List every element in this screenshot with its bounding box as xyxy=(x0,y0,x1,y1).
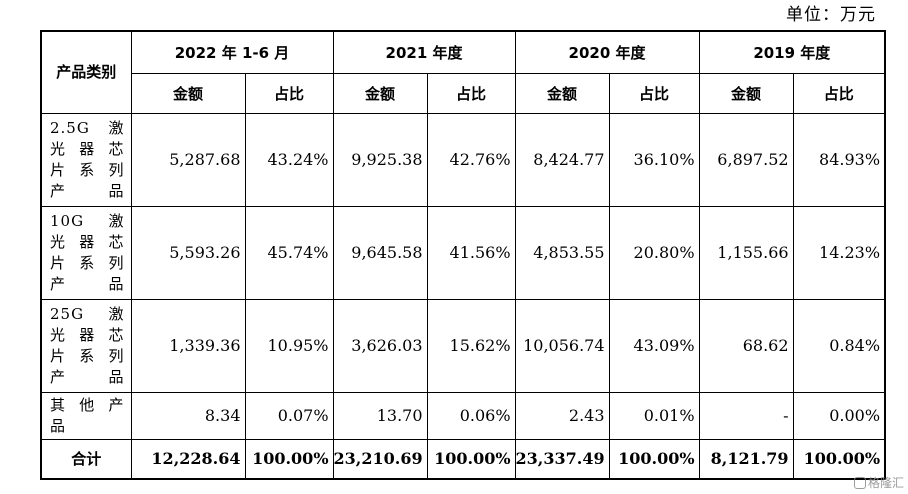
ratio-header: 占比 xyxy=(244,72,334,114)
period-header: 2020 年度 xyxy=(514,30,700,74)
total-amount-cell: 12,228.64 xyxy=(130,438,246,480)
category-line: 25G 激 xyxy=(50,304,125,323)
ratio-cell: 20.80% xyxy=(608,205,700,300)
product-category: 2.5G 激 光 器 芯 片 系 列 产品 xyxy=(40,112,132,207)
ratio-cell: 84.93% xyxy=(792,112,886,207)
period-header: 2021 年度 xyxy=(332,30,516,74)
amount-cell: 8,424.77 xyxy=(514,112,610,207)
category-line: 产品 xyxy=(50,367,125,386)
amount-cell: - xyxy=(698,391,794,440)
category-line: 光 器 芯 xyxy=(50,325,125,344)
amount-header: 金额 xyxy=(514,72,610,114)
period-header: 2019 年度 xyxy=(698,30,886,74)
amount-cell: 13.70 xyxy=(332,391,428,440)
category-line: 光 器 芯 xyxy=(50,232,125,251)
category-line: 10G 激 xyxy=(50,211,125,230)
total-row: 合计 12,228.64 100.00% 23,210.69 100.00% 2… xyxy=(40,438,886,480)
category-line: 片 系 列 xyxy=(50,253,125,272)
ratio-cell: 0.07% xyxy=(244,391,334,440)
revenue-table: 产品类别 2022 年 1-6 月 2021 年度 2020 年度 2019 年… xyxy=(40,30,887,480)
watermark-text: 格隆汇 xyxy=(867,476,904,490)
total-amount-cell: 8,121.79 xyxy=(698,438,794,480)
ratio-cell: 0.01% xyxy=(608,391,700,440)
category-header: 产品类别 xyxy=(40,30,132,114)
category-line: 片 系 列 xyxy=(50,160,125,179)
category-line: 产品 xyxy=(50,181,125,200)
category-line: 其 他 产 xyxy=(50,395,125,414)
amount-cell: 6,897.52 xyxy=(698,112,794,207)
amount-cell: 5,287.68 xyxy=(130,112,246,207)
product-category: 其 他 产 品 xyxy=(40,391,132,440)
amount-cell: 9,645.58 xyxy=(332,205,428,300)
amount-cell: 3,626.03 xyxy=(332,298,428,393)
amount-header: 金额 xyxy=(130,72,246,114)
category-line: 产品 xyxy=(50,274,125,293)
amount-cell: 1,155.66 xyxy=(698,205,794,300)
category-line: 品 xyxy=(50,416,67,435)
ratio-header: 占比 xyxy=(608,72,700,114)
amount-cell: 68.62 xyxy=(698,298,794,393)
amount-header: 金额 xyxy=(698,72,794,114)
total-amount-cell: 23,210.69 xyxy=(332,438,428,480)
amount-cell: 2.43 xyxy=(514,391,610,440)
amount-header: 金额 xyxy=(332,72,428,114)
total-ratio-cell: 100.00% xyxy=(244,438,334,480)
ratio-cell: 42.76% xyxy=(426,112,516,207)
category-line: 2.5G 激 xyxy=(50,118,125,137)
total-ratio-cell: 100.00% xyxy=(608,438,700,480)
product-category: 25G 激 光 器 芯 片 系 列 产品 xyxy=(40,298,132,393)
amount-cell: 5,593.26 xyxy=(130,205,246,300)
ratio-header: 占比 xyxy=(426,72,516,114)
period-header: 2022 年 1-6 月 xyxy=(130,30,334,74)
table-row: 2.5G 激 光 器 芯 片 系 列 产品 5,287.68 43.24% 9,… xyxy=(40,112,886,207)
ratio-cell: 41.56% xyxy=(426,205,516,300)
ratio-cell: 0.84% xyxy=(792,298,886,393)
watermark-logo-icon xyxy=(853,476,866,489)
ratio-cell: 43.09% xyxy=(608,298,700,393)
total-amount-cell: 23,337.49 xyxy=(514,438,610,480)
ratio-cell: 0.06% xyxy=(426,391,516,440)
ratio-cell: 0.00% xyxy=(792,391,886,440)
amount-cell: 1,339.36 xyxy=(130,298,246,393)
header-row-metrics: 金额 占比 金额 占比 金额 占比 金额 占比 xyxy=(41,72,886,114)
table-row: 25G 激 光 器 芯 片 系 列 产品 1,339.36 10.95% 3,6… xyxy=(40,298,886,393)
category-line: 光 器 芯 xyxy=(50,139,125,158)
ratio-cell: 10.95% xyxy=(244,298,334,393)
header-row-periods: 产品类别 2022 年 1-6 月 2021 年度 2020 年度 2019 年… xyxy=(40,30,886,114)
ratio-cell: 14.23% xyxy=(792,205,886,300)
ratio-cell: 43.24% xyxy=(244,112,334,207)
product-category: 10G 激 光 器 芯 片 系 列 产品 xyxy=(40,205,132,300)
ratio-cell: 36.10% xyxy=(608,112,700,207)
table-row: 10G 激 光 器 芯 片 系 列 产品 5,593.26 45.74% 9,6… xyxy=(40,205,886,300)
total-ratio-cell: 100.00% xyxy=(792,438,886,480)
amount-cell: 4,853.55 xyxy=(514,205,610,300)
unit-label: 单位：万元 xyxy=(786,5,876,25)
ratio-cell: 15.62% xyxy=(426,298,516,393)
table-row: 其 他 产 品 8.34 0.07% 13.70 0.06% 2.43 0.01… xyxy=(40,391,886,440)
ratio-header: 占比 xyxy=(792,72,886,114)
total-ratio-cell: 100.00% xyxy=(426,438,516,480)
category-header-text: 产品类别 xyxy=(56,63,117,82)
ratio-cell: 45.74% xyxy=(244,205,334,300)
total-label: 合计 xyxy=(40,438,132,480)
amount-cell: 9,925.38 xyxy=(332,112,428,207)
amount-cell: 8.34 xyxy=(130,391,246,440)
category-line: 片 系 列 xyxy=(50,346,125,365)
watermark: 格隆汇 xyxy=(853,474,904,491)
amount-cell: 10,056.74 xyxy=(514,298,610,393)
